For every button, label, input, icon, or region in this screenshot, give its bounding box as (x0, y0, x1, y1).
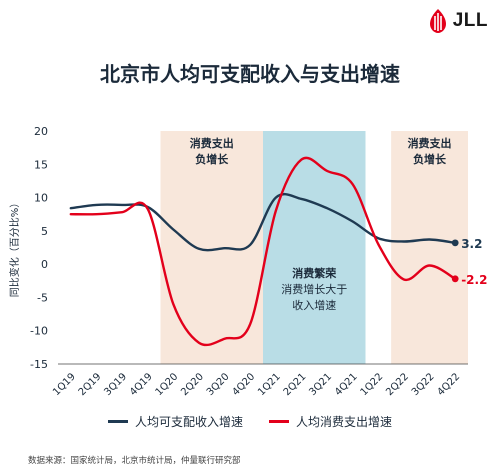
end-marker-income (451, 239, 459, 247)
band-label-title: 消费繁荣 (292, 266, 337, 280)
x-tick-label: 1Q20 (154, 371, 181, 398)
legend-label-spending: 人均消费支出增速 (296, 415, 393, 429)
legend-item-spending: 人均消费支出增速 (269, 413, 392, 430)
end-marker-spending (451, 275, 459, 283)
band-label-title: 消费支出 (190, 136, 234, 150)
y-tick-label: -10 (30, 325, 48, 338)
x-tick-label: 1Q19 (51, 371, 78, 398)
x-tick-label: 3Q22 (410, 371, 437, 398)
x-tick-label: 3Q20 (205, 371, 232, 398)
band-label-title: 消费支出 (408, 136, 452, 150)
x-tick-label: 4Q22 (435, 371, 462, 398)
x-tick-label: 3Q21 (307, 371, 334, 398)
x-tick-label: 2Q19 (77, 371, 104, 398)
chart-title: 北京市人均可支配收入与支出增速 (100, 62, 400, 86)
logo-text: JLL (452, 10, 488, 31)
x-tick-label: 4Q20 (230, 371, 257, 398)
legend-label-income: 人均可支配收入增速 (134, 415, 243, 429)
y-tick-label: 0 (41, 258, 48, 271)
band-label-line: 消费增长大于 (281, 282, 347, 296)
legend: 人均可支配收入增速 人均消费支出增速 (0, 413, 500, 430)
legend-swatch-income (107, 420, 128, 423)
jll-flame-icon (427, 8, 449, 34)
x-tick-label: 2Q22 (384, 371, 411, 398)
jll-logo: JLL (427, 8, 488, 34)
x-tick-label: 2Q21 (282, 371, 309, 398)
x-tick-label: 2Q20 (179, 371, 206, 398)
band-boom-1 (263, 131, 366, 364)
end-label-income: 3.2 (461, 237, 482, 251)
source-note: 数据来源：国家统计局，北京市统计局，仲量联行研究部 (28, 456, 241, 466)
y-tick-label: 10 (34, 192, 48, 205)
y-tick-label: 20 (34, 125, 48, 138)
band-negative-2 (391, 131, 468, 364)
band-label-line: 收入增速 (292, 298, 336, 312)
band-label-line: 负增长 (195, 152, 229, 166)
y-tick-label: -15 (30, 358, 48, 371)
x-tick-label: 4Q19 (128, 371, 155, 398)
band-label-line: 负增长 (413, 152, 447, 166)
x-tick-label: 1Q21 (256, 371, 283, 398)
line-spending (69, 156, 457, 347)
y-axis-label: 同比变化（百分比%） (8, 198, 21, 298)
y-tick-label: -5 (37, 291, 48, 304)
y-tick-label: 5 (41, 225, 48, 238)
x-tick-label: 3Q19 (102, 371, 129, 398)
x-tick-label: 1Q22 (359, 371, 386, 398)
x-tick-label: 4Q21 (333, 371, 360, 398)
legend-item-income: 人均可支配收入增速 (107, 413, 243, 430)
end-label-spending: -2.2 (461, 273, 487, 287)
legend-swatch-spending (269, 420, 289, 423)
y-tick-label: 15 (34, 158, 48, 171)
